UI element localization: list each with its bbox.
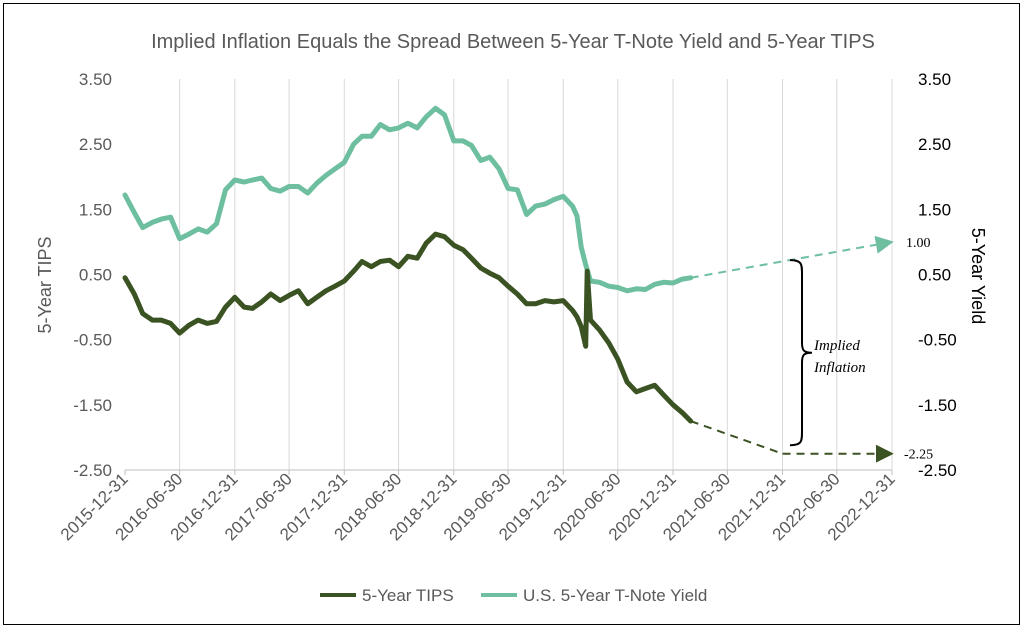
legend-label-tips: 5-Year TIPS: [362, 586, 454, 605]
y-axis-left-title: 5-Year TIPS: [35, 236, 55, 333]
y-axis-right-title: 5-Year Yield: [968, 228, 988, 324]
y-tick-label-left: 2.50: [79, 135, 112, 154]
series-line-tnote-yield: [122, 105, 694, 294]
y-tick-label-left: -0.50: [73, 331, 112, 350]
y-tick-label-left: 3.50: [79, 70, 112, 89]
legend-label-tnote: U.S. 5-Year T-Note Yield: [523, 586, 707, 605]
y-tick-label-right: 3.50: [918, 70, 951, 89]
y-tick-label-right: 0.50: [918, 266, 951, 285]
annotation-line1: Implied: [813, 338, 860, 354]
y-tick-label-right: -0.50: [918, 331, 957, 350]
chart-svg: Implied Inflation Equals the Spread Betw…: [35, 31, 988, 605]
annotation-line2: Inflation: [813, 360, 866, 376]
y-tick-label-left: 1.50: [79, 200, 112, 219]
x-axis: 2015-12-312016-06-302016-12-312017-06-30…: [57, 469, 899, 544]
y-tick-label-right: -2.50: [918, 461, 957, 480]
grid-layer: [179, 79, 893, 470]
axis-layer: [124, 469, 893, 475]
legend: 5-Year TIPS U.S. 5-Year T-Note Yield: [320, 586, 707, 605]
y-tick-label-left: -2.50: [73, 461, 112, 480]
chart-title: Implied Inflation Equals the Spread Betw…: [151, 31, 875, 53]
y-axis-left: 3.50 2.50 1.50 0.50 -0.50 -1.50 -2.50: [73, 70, 112, 480]
y-axis-right: 3.50 2.50 1.50 0.50 -0.50 -1.50 -2.50: [918, 70, 957, 480]
y-tick-label-right: 2.50: [918, 135, 951, 154]
series-line-tips: [122, 231, 694, 424]
projection-line: [690, 420, 783, 455]
projection-label: 1.00: [906, 236, 931, 251]
chart-frame: Implied Inflation Equals the Spread Betw…: [3, 3, 1020, 625]
series-layer: [122, 105, 694, 424]
y-tick-label-left: -1.50: [73, 396, 112, 415]
projection-label: -2.25: [904, 448, 933, 463]
y-tick-label-left: 0.50: [79, 266, 112, 285]
annotation-layer: Implied Inflation: [789, 259, 866, 447]
implied-inflation-brace: [789, 259, 813, 447]
y-tick-label-right: 1.50: [918, 200, 951, 219]
y-tick-label-right: -1.50: [918, 396, 957, 415]
